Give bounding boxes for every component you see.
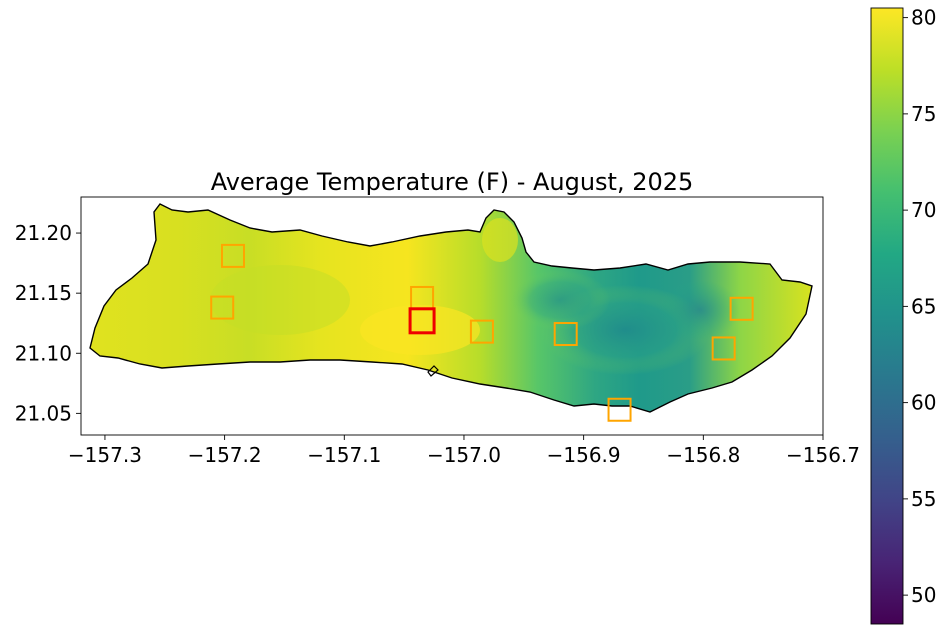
x-tick-label: −156.9	[547, 443, 621, 467]
colorbar-tick-label: 75	[911, 102, 936, 126]
x-axis: −157.3 −157.2 −157.1 −157.0 −156.9 −156.8 −156…	[68, 435, 860, 467]
coastline-islet	[427, 365, 439, 377]
map-title: Average Temperature (F) - August, 2025	[211, 168, 694, 196]
station-marker[interactable]	[469, 319, 494, 344]
coastline	[89, 203, 813, 413]
station-marker[interactable]	[220, 243, 245, 268]
x-tick-label: −157.2	[188, 443, 262, 467]
colorbar-tick-label: 65	[911, 294, 936, 318]
colorbar-ticks: 80 75 70 65 60 55 50	[903, 6, 936, 607]
colorbar-tick-label: 70	[911, 198, 936, 222]
station-markers	[210, 243, 754, 422]
axes-frame	[80, 196, 824, 436]
x-tick-label: −156.8	[666, 443, 740, 467]
y-tick-label: 21.05	[15, 401, 72, 425]
colorbar-tick-label: 80	[911, 6, 936, 30]
colorbar: 80 75 70 65 60 55 50	[870, 6, 936, 625]
x-tick-label: −157.3	[68, 443, 142, 467]
station-marker[interactable]	[729, 296, 754, 321]
x-tick-label: −156.7	[786, 443, 860, 467]
station-marker[interactable]	[210, 295, 235, 320]
y-tick-label: 21.20	[15, 221, 72, 245]
colorbar-gradient	[870, 7, 904, 625]
y-axis: 21.20 21.15 21.10 21.05	[15, 221, 81, 425]
y-tick-label: 21.10	[15, 341, 72, 365]
x-tick-label: −157.1	[307, 443, 381, 467]
station-marker[interactable]	[607, 397, 632, 422]
map-area: −157.3 −157.2 −157.1 −157.0 −156.9 −156.8 −156…	[15, 196, 860, 467]
x-tick-label: −157.0	[427, 443, 501, 467]
y-tick-label: 21.15	[15, 281, 72, 305]
colorbar-tick-label: 50	[911, 583, 936, 607]
colorbar-tick-label: 60	[911, 391, 936, 415]
station-marker[interactable]	[553, 322, 578, 347]
station-marker[interactable]	[711, 336, 736, 361]
colorbar-tick-label: 55	[911, 487, 936, 511]
selected-station-marker[interactable]	[408, 307, 436, 335]
